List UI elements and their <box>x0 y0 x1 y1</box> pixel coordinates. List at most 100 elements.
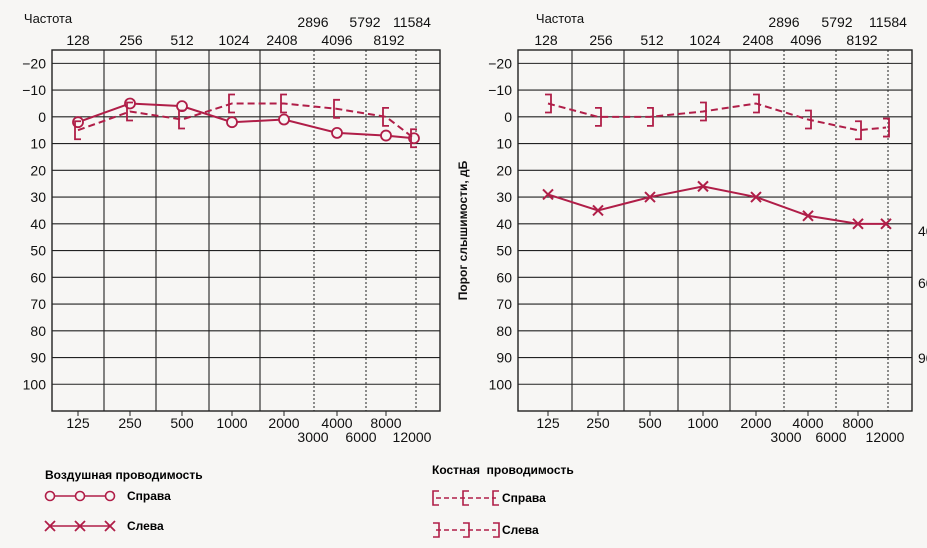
series-bracket-right <box>545 93 890 141</box>
data-point-cross <box>852 218 864 230</box>
right-edge-label: 40 <box>918 223 927 239</box>
bottom-freq-label-lower: 6000 <box>815 429 846 445</box>
data-point-bracket <box>280 93 287 114</box>
legend-bone-title: Костная проводимость <box>432 463 574 477</box>
series-cross <box>542 180 892 230</box>
legend-marker-circle <box>44 490 56 502</box>
right-edge-labels: 40 60 90 <box>918 223 927 366</box>
data-point-cross <box>542 188 554 201</box>
top-freq-label-upper: 11584 <box>393 14 431 30</box>
y-tick-label: 80 <box>30 323 46 339</box>
bottom-freq-label-lower: 12000 <box>866 429 905 445</box>
y-tick-label: −10 <box>488 82 512 98</box>
data-point-cross <box>750 191 762 203</box>
data-point-bracket <box>410 128 417 149</box>
legend-bone-right-label: Справа <box>502 491 546 505</box>
y-tick-label: 60 <box>30 269 46 285</box>
top-axis-title: Частота <box>24 11 73 26</box>
right-edge-label: 90 <box>918 350 927 366</box>
legend-marker-bracket <box>492 490 499 506</box>
top-freq-label-upper: 2896 <box>768 14 799 30</box>
y-tick-label: 50 <box>30 243 46 259</box>
bottom-freq-label-lower: 3000 <box>297 429 328 445</box>
y-tick-label: 60 <box>496 269 512 285</box>
y-tick-label: −20 <box>488 55 512 71</box>
bottom-freq-label: 250 <box>586 415 610 431</box>
data-point-bracket <box>228 93 235 114</box>
data-point-cross <box>880 218 892 230</box>
legend-marker-bracket <box>493 522 500 538</box>
top-freq-label: 512 <box>170 32 194 48</box>
y-tick-label: −10 <box>22 82 46 98</box>
top-freq-label: 256 <box>589 32 613 48</box>
top-freq-label: 2408 <box>742 32 773 48</box>
y-tick-label: 0 <box>38 109 46 125</box>
data-point-bracket <box>855 120 862 141</box>
bottom-freq-label: 8000 <box>842 415 873 431</box>
y-tick-label: 20 <box>30 162 46 178</box>
legend-marker-bracket <box>433 522 440 538</box>
top-freq-label: 512 <box>640 32 664 48</box>
top-axis-title: Частота <box>536 11 585 26</box>
data-point-circle <box>278 113 290 126</box>
data-point-cross <box>644 191 656 203</box>
legend-marker-bracket <box>463 522 470 538</box>
top-freq-label: 256 <box>119 32 143 48</box>
y-tick-label: 10 <box>30 136 46 152</box>
legend-air-title: Воздушная проводимость <box>45 468 203 482</box>
bottom-freq-label: 500 <box>170 415 194 431</box>
plot-frame <box>51 49 441 412</box>
top-freq-label-upper: 2896 <box>297 14 328 30</box>
bottom-freq-label-lower: 6000 <box>345 429 376 445</box>
data-point-cross <box>592 204 604 217</box>
data-point-bracket <box>74 120 81 141</box>
series-circle <box>72 97 420 145</box>
series-line <box>547 102 887 132</box>
series-line <box>77 102 415 140</box>
y-axis-label: Порог слышимости, дБ <box>456 160 470 300</box>
bottom-freq-label: 1000 <box>216 415 247 431</box>
top-freq-label-upper: 5792 <box>821 14 852 30</box>
legend-marker-bracket <box>432 490 439 506</box>
data-point-circle <box>226 116 238 129</box>
legend-marker-cross <box>44 520 56 532</box>
legend-marker-cross <box>74 520 86 532</box>
top-freq-label: 128 <box>66 32 90 48</box>
bottom-freq-label: 250 <box>118 415 142 431</box>
legend-marker-bracket <box>462 490 469 506</box>
top-freq-label: 4096 <box>790 32 821 48</box>
top-freq-label: 128 <box>534 32 558 48</box>
data-point-bracket <box>883 117 890 138</box>
y-tick-label: 0 <box>504 109 512 125</box>
top-freq-label: 8192 <box>373 32 404 48</box>
right-edge-label: 60 <box>918 275 927 291</box>
plot-frame <box>517 49 913 412</box>
bottom-freq-label: 500 <box>638 415 662 431</box>
legend-air-right-label: Справа <box>127 489 171 503</box>
bottom-freq-label: 4000 <box>321 415 352 431</box>
y-tick-label: 100 <box>23 376 47 392</box>
bottom-freq-label: 1000 <box>687 415 718 431</box>
y-tick-label: 30 <box>496 189 512 205</box>
data-point-circle <box>331 126 343 139</box>
data-point-bracket <box>545 93 552 114</box>
series-line <box>547 185 886 225</box>
data-point-bracket <box>126 101 133 122</box>
bottom-freq-label: 125 <box>66 415 90 431</box>
legend-marker-circle <box>104 490 116 502</box>
bottom-freq-label: 4000 <box>792 415 823 431</box>
legend-air-left-symbol <box>44 520 116 532</box>
series-bracket-left <box>74 93 417 149</box>
top-freq-label: 1024 <box>218 32 249 48</box>
y-tick-label: 40 <box>496 216 512 232</box>
audiogram-chart-left: −20 −10 0 10 20 30 40 50 60 70 80 90 100 Частота 128 25… <box>22 11 441 445</box>
legend-air-right-symbol <box>44 490 116 502</box>
top-freq-label-upper: 11584 <box>869 14 907 30</box>
y-tick-label: 40 <box>30 216 46 232</box>
top-freq-label: 2408 <box>266 32 297 48</box>
legend-bone-left-symbol-text: ]-]-] <box>432 529 434 531</box>
y-tick-label: 70 <box>496 296 512 312</box>
y-tick-label: 70 <box>30 296 46 312</box>
y-tick-label: 50 <box>496 243 512 259</box>
